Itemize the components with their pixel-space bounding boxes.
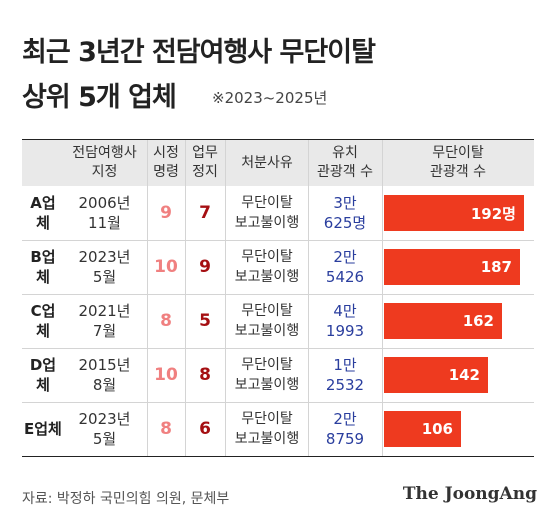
company-name: B업체 [30,248,56,286]
bar-value-label: 106 [421,420,453,438]
tourist-count: 2만 5426 [325,248,365,286]
header-correction: 시정 명령 [153,145,179,180]
period-note: ※2023~2025년 [212,89,328,107]
publisher-logo: The JoongAng [402,484,537,504]
designation-date: 2006년 11월 [78,194,131,232]
designation-date: 2023년 5월 [78,410,131,448]
header-designation: 전담여행사 지정 [72,145,137,180]
suspension-count: 7 [199,203,211,223]
correction-count: 10 [154,257,178,277]
column-separator [308,140,309,456]
reason-text: 무단이탈 보고불이행 [234,411,300,447]
company-name: A업체 [30,194,56,232]
bar-value-label: 162 [462,312,494,330]
company-name: C업체 [30,302,56,340]
header-background [22,140,534,186]
source-text: 자료: 박정하 국민의힘 의원, 문체부 [22,491,230,507]
suspension-count: 8 [199,365,211,385]
bar [384,303,502,339]
bar [384,249,520,285]
tourist-count: 3만 625명 [323,194,367,232]
bar-value-label: 187 [480,258,512,276]
correction-count: 10 [154,365,178,385]
bar [384,411,461,447]
row-separator [22,240,534,241]
reason-text: 무단이탈 보고불이행 [234,357,300,393]
correction-count: 9 [160,203,172,223]
chart-title-line1: 최근 3년간 전담여행사 무단이탈 [22,37,376,68]
tourist-count: 4만 1993 [325,302,365,340]
bar-value-label: 142 [448,366,480,384]
reason-text: 무단이탈 보고불이행 [234,303,300,339]
header-absconded: 무단이탈 관광객 수 [430,145,486,180]
reason-text: 무단이탈 보고불이행 [234,249,300,285]
column-separator [147,140,148,456]
column-separator [382,140,383,456]
header-reason: 처분사유 [241,154,293,171]
suspension-count: 5 [199,311,211,331]
suspension-count: 6 [199,419,211,439]
designation-date: 2021년 7월 [78,302,131,340]
tourist-count: 2만 8759 [325,410,365,448]
header-tourists: 유치 관광객 수 [317,145,373,180]
tourist-count: 1만 2532 [325,356,365,394]
column-separator [225,140,226,456]
row-separator [22,348,534,349]
designation-date: 2023년 5월 [78,248,131,286]
chart-title-line2: 상위 5개 업체 [22,82,177,113]
correction-count: 8 [160,311,172,331]
row-separator [22,402,534,403]
company-name: D업체 [29,356,57,394]
column-separator [185,140,186,456]
header-suspension: 업무 정지 [192,145,218,180]
company-name: E업체 [24,420,62,438]
row-separator [22,294,534,295]
designation-date: 2015년 8월 [78,356,131,394]
bar [384,195,524,231]
row-separator [22,456,534,457]
correction-count: 8 [160,419,172,439]
bar-value-label: 192명 [470,204,516,223]
reason-text: 무단이탈 보고불이행 [234,195,300,231]
bar [384,357,488,393]
suspension-count: 9 [199,257,211,277]
